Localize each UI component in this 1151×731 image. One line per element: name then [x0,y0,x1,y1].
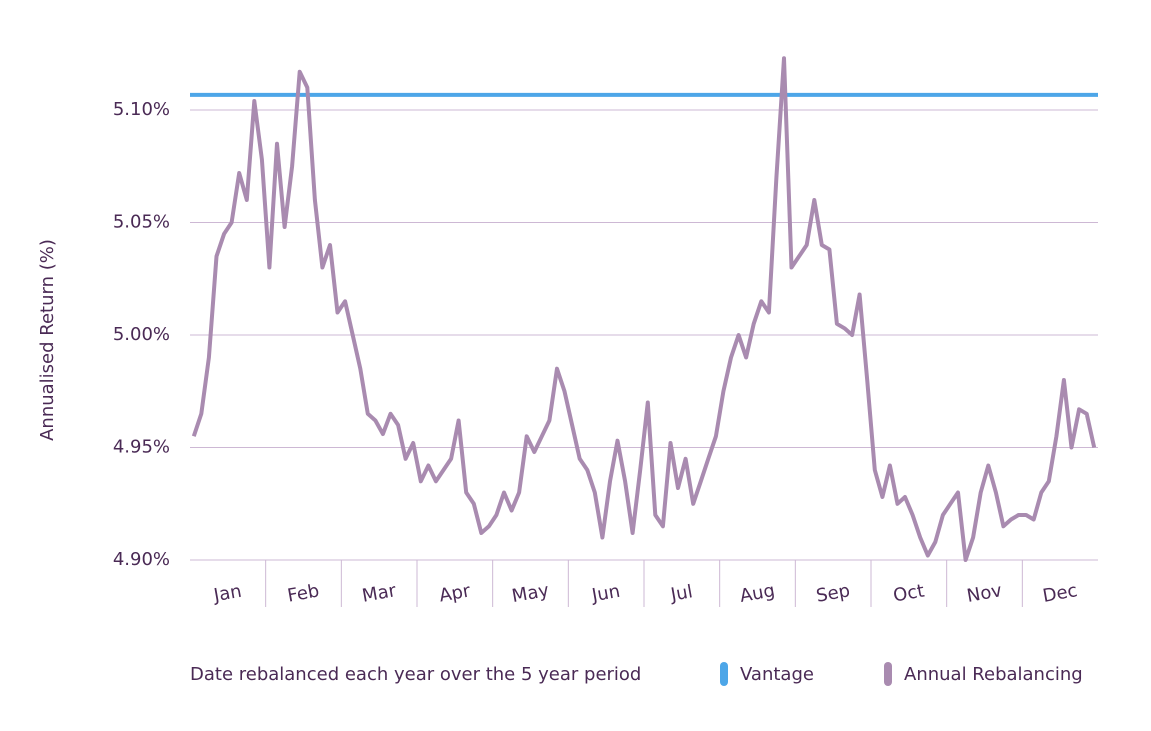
y-tick-label: 4.90% [113,549,170,570]
y-tick-label: 5.10% [113,99,170,120]
y-axis-label: Annualised Return (%) [37,239,58,441]
series-line [191,56,1097,562]
x-axis-label: Date rebalanced each year over the 5 yea… [190,664,641,685]
x-tick-label: Sep [815,580,852,607]
x-tick-label: Mar [361,580,399,607]
legend-swatch [884,662,892,686]
x-tick-label: Nov [965,580,1004,607]
x-tick-label: May [510,580,551,607]
x-tick-label: Jan [211,581,243,607]
x-tick-label: Feb [286,580,321,606]
x-tick-label: Aug [738,580,776,607]
x-tick-label: Jul [668,581,694,606]
legend-label: Vantage [740,664,814,685]
y-tick-label: 5.00% [113,324,170,345]
legend-label: Annual Rebalancing [904,664,1083,685]
x-tick-label: Apr [438,580,473,606]
x-tick-label: Dec [1041,580,1079,607]
x-tick-label: Oct [892,580,926,606]
legend-swatch [720,662,728,686]
x-tick-label: Jun [589,581,621,607]
y-tick-label: 4.95% [113,437,170,458]
y-tick-label: 5.05% [113,212,170,233]
